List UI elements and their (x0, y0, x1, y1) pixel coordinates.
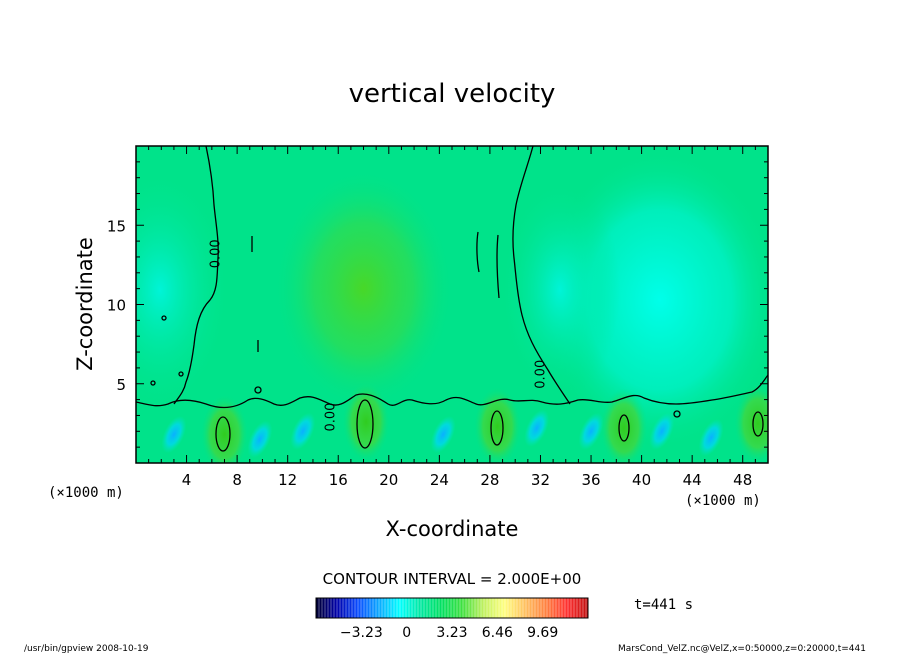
x-tick-label: 44 (683, 471, 702, 489)
contour-interval: CONTOUR INTERVAL = 2.000E+00 (323, 570, 582, 588)
small-contour (476, 231, 480, 273)
contour-lines (136, 146, 768, 452)
downdraft-core (524, 409, 550, 447)
updraft-core (733, 383, 768, 463)
y-tick-label: 5 (116, 376, 126, 394)
small-contour (161, 315, 167, 321)
colorbar-frame (315, 597, 589, 619)
small-contour (178, 371, 184, 377)
x-tick-label: 40 (632, 471, 651, 489)
downdraft-core (290, 412, 316, 450)
footer-right: MarsCond_VelZ.nc@VelZ,x=0:50000,z=0:2000… (618, 644, 866, 654)
downdraft-core (649, 412, 675, 450)
updraft-contour (618, 414, 630, 442)
updraft-core (599, 388, 648, 463)
updraft-contour (490, 410, 504, 446)
zero-contour-right (512, 146, 571, 405)
colorbar-tick-label: 6.46 (482, 625, 513, 641)
contour-label: 0.00 (323, 403, 338, 432)
cyan-region (136, 170, 230, 410)
y-tick-label: 10 (107, 297, 126, 315)
downdraft-core (247, 420, 273, 458)
x-tick-label: 32 (531, 471, 550, 489)
updraft-core (200, 394, 249, 463)
time-label: t=441 s (634, 597, 693, 613)
x-unit-right: (×1000 m) (685, 493, 761, 509)
x-tick-label: 16 (329, 471, 348, 489)
downdraft-core (698, 419, 724, 457)
downdraft-core (578, 412, 604, 450)
updraft-contour (356, 399, 374, 449)
colorbar (315, 597, 589, 619)
x-tick-label: 24 (430, 471, 449, 489)
y-axis-ticks: 5 10 15 (107, 161, 768, 448)
y-axis-label: Z-coordinate (73, 237, 97, 371)
updraft-core (342, 381, 391, 462)
x-tick-label: 36 (581, 471, 600, 489)
plot-area: 0.00 0.00 0.00 (136, 146, 768, 463)
downdraft-core (430, 415, 456, 454)
contour-labels: 0.00 0.00 0.00 (208, 239, 548, 431)
x-tick-label: 20 (379, 471, 398, 489)
colorbar-tick-label: 3.23 (436, 625, 467, 641)
downdraft-core (161, 415, 187, 454)
x-axis-label: X-coordinate (386, 517, 519, 541)
small-contour (673, 410, 681, 418)
colorbar-ticks: −3.23 0 3.23 6.46 9.69 (340, 625, 558, 641)
chart-title: vertical velocity (349, 79, 556, 109)
colorbar-tick-label: 0 (402, 625, 411, 641)
colorbar-tick-label: 9.69 (527, 625, 558, 641)
footer-left: /usr/bin/gpview 2008-10-19 (24, 644, 149, 654)
small-contour (254, 386, 262, 394)
y-tick-label: 15 (107, 217, 126, 235)
near-surface-contour (136, 374, 768, 409)
updraft-contour (752, 411, 764, 437)
x-axis-ticks: 4 8 12 16 20 24 28 32 36 40 44 48 (148, 146, 769, 489)
x-tick-label: 4 (182, 471, 192, 489)
colorbar-tick-label: −3.23 (340, 625, 383, 641)
x-tick-label: 12 (278, 471, 297, 489)
small-contour (496, 234, 500, 299)
zero-contour-left (173, 146, 219, 405)
small-contour (150, 380, 156, 386)
updraft-contour (215, 416, 231, 452)
contour-label: 0.00 (533, 360, 548, 389)
x-unit-left: (×1000 m) (48, 485, 124, 501)
contour-label: 0.00 (208, 239, 223, 268)
x-tick-label: 28 (480, 471, 499, 489)
x-tick-label: 8 (232, 471, 242, 489)
colorbar-fill (316, 598, 588, 618)
velocity-field (136, 150, 768, 463)
x-tick-label: 48 (733, 471, 752, 489)
upper-updraft (273, 168, 454, 409)
cyan-region (500, 180, 620, 400)
updraft-core (473, 386, 522, 463)
